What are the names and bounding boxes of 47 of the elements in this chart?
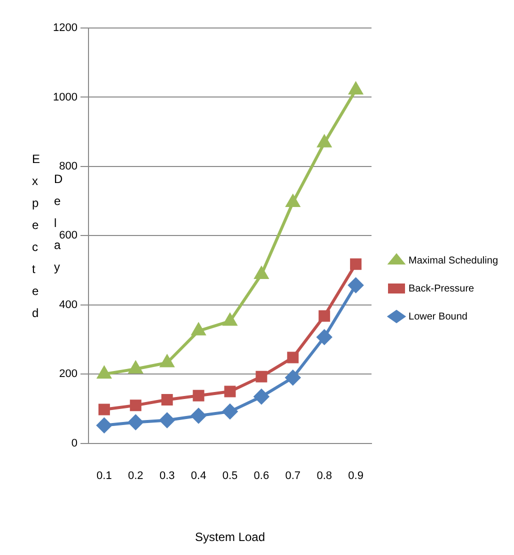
y-tick-label: 800 bbox=[59, 160, 78, 172]
y-tick-label: 1200 bbox=[52, 22, 78, 34]
point bbox=[348, 278, 364, 293]
y-tick-label: 200 bbox=[59, 368, 78, 380]
legend-label: Maximal Scheduling bbox=[408, 255, 498, 266]
x-tick-label: 0.5 bbox=[222, 470, 238, 482]
point bbox=[222, 404, 238, 420]
point bbox=[96, 418, 112, 433]
point bbox=[161, 394, 173, 406]
point bbox=[254, 389, 269, 404]
x-tick-label: 0.3 bbox=[159, 470, 175, 482]
point bbox=[160, 355, 174, 368]
y-tick-label: 0 bbox=[71, 437, 78, 450]
point bbox=[160, 412, 175, 428]
point bbox=[191, 408, 206, 424]
point bbox=[192, 323, 206, 336]
x-tick-label: 0.7 bbox=[285, 470, 301, 482]
point bbox=[350, 258, 362, 270]
point bbox=[128, 361, 142, 374]
point bbox=[254, 266, 268, 279]
x-tick-label: 0.8 bbox=[316, 470, 332, 482]
legend-label: Back-Pressure bbox=[408, 283, 475, 294]
y-tick-label: 600 bbox=[59, 230, 78, 242]
point bbox=[316, 330, 332, 345]
x-tick-label: 0.1 bbox=[96, 470, 112, 482]
point bbox=[286, 194, 300, 207]
point bbox=[256, 370, 268, 382]
point bbox=[192, 390, 204, 402]
x-tick-label: 0.6 bbox=[254, 470, 270, 482]
point bbox=[98, 366, 111, 379]
point bbox=[318, 310, 330, 322]
x-axis-title: System Load bbox=[194, 530, 266, 544]
point bbox=[287, 352, 299, 364]
point bbox=[349, 82, 362, 94]
point bbox=[318, 135, 332, 148]
y-tick-label: 1000 bbox=[52, 91, 78, 104]
x-tick-label: 0.4 bbox=[190, 470, 206, 482]
x-tick-label: 0.9 bbox=[348, 470, 364, 482]
x-tick-label: 0.2 bbox=[128, 470, 144, 482]
point bbox=[98, 404, 110, 416]
point bbox=[285, 370, 300, 386]
point bbox=[130, 400, 142, 412]
y-tick-label: 400 bbox=[59, 298, 78, 311]
point bbox=[224, 386, 236, 398]
legend-label: Lower Bound bbox=[408, 311, 468, 322]
point bbox=[128, 414, 144, 430]
point bbox=[223, 314, 237, 326]
